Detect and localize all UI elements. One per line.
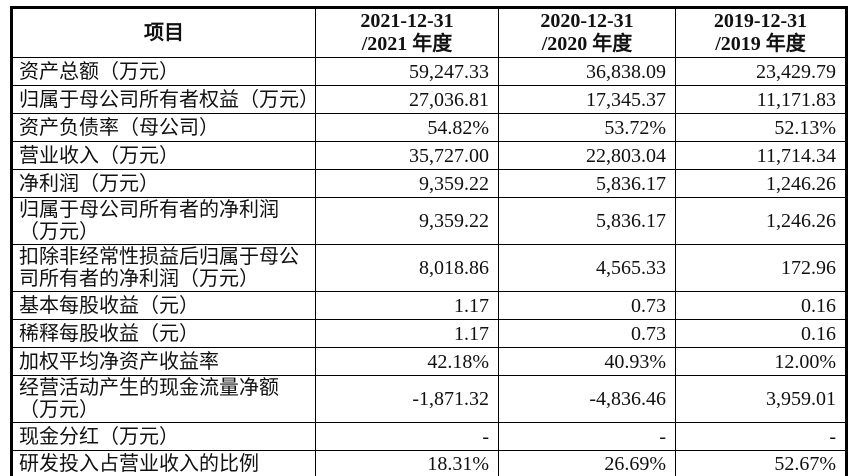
column-header-period-2020: 2020-12-31 /2020 年度 [498,7,676,58]
cell-value: 1,246.26 [675,197,847,245]
table-row-basic-eps: 基本每股收益（元） 1.17 0.73 0.16 [11,291,847,320]
row-label: 资产总额（万元） [11,57,316,86]
financial-summary-table: 项目 2021-12-31 /2021 年度 2020-12-31 /2020 … [10,6,848,476]
row-label: 稀释每股收益（元） [11,319,316,348]
table-row-debt-ratio: 资产负债率（母公司） 54.82% 53.72% 52.13% [11,113,847,142]
row-label: 扣除非经常性损益后归属于母公司所有者的净利润（万元） [11,244,316,292]
cell-value: 5,836.17 [498,169,676,198]
row-label: 资产负债率（母公司） [11,113,316,142]
cell-value: 5,836.17 [498,197,676,245]
cell-value: 4,565.33 [498,244,676,292]
row-label: 研发投入占营业收入的比例 [11,450,316,476]
cell-value: 54.82% [315,113,499,142]
cell-value: 23,429.79 [675,57,847,86]
period-2020-year: /2020 年度 [541,33,633,55]
cell-value: 18.31% [315,450,499,476]
table-row-diluted-eps: 稀释每股收益（元） 1.17 0.73 0.16 [11,319,847,348]
cell-value: 26.69% [498,450,676,476]
table-row-total-assets: 资产总额（万元） 59,247.33 36,838.09 23,429.79 [11,57,847,86]
cell-value: 0.16 [675,291,847,320]
cell-value: 11,714.34 [675,141,847,170]
column-header-period-2021: 2021-12-31 /2021 年度 [315,7,499,58]
period-2020-date: 2020-12-31 [540,10,634,32]
period-2021-date: 2021-12-31 [360,10,454,32]
table-row-weighted-roe: 加权平均净资产收益率 42.18% 40.93% 12.00% [11,347,847,376]
cell-value: 17,345.37 [498,85,676,114]
cell-value: 0.73 [498,319,676,348]
cell-value: 40.93% [498,347,676,376]
row-label: 归属于母公司所有者权益（万元） [11,85,316,114]
row-label: 现金分红（万元） [11,422,316,451]
table-row-operating-cash-flow: 经营活动产生的现金流量净额（万元） -1,871.32 -4,836.46 3,… [11,375,847,423]
cell-value: 52.67% [675,450,847,476]
table-row-net-profit: 净利润（万元） 9,359.22 5,836.17 1,246.26 [11,169,847,198]
row-label: 基本每股收益（元） [11,291,316,320]
row-label: 加权平均净资产收益率 [11,347,316,376]
cell-value: 53.72% [498,113,676,142]
cell-value: 12.00% [675,347,847,376]
cell-value: 52.13% [675,113,847,142]
cell-value: 11,171.83 [675,85,847,114]
table-row-parent-net-profit: 归属于母公司所有者的净利润（万元） 9,359.22 5,836.17 1,24… [11,197,847,245]
row-label: 经营活动产生的现金流量净额（万元） [11,375,316,423]
table-row-rd-revenue-ratio: 研发投入占营业收入的比例 18.31% 26.69% 52.67% [11,450,847,476]
cell-value: 22,803.04 [498,141,676,170]
header-row: 项目 2021-12-31 /2021 年度 2020-12-31 /2020 … [11,7,847,58]
column-header-item: 项目 [11,7,316,58]
cell-value: 42.18% [315,347,499,376]
cell-value: 36,838.09 [498,57,676,86]
cell-value: 0.16 [675,319,847,348]
cell-value: 59,247.33 [315,57,499,86]
cell-value: 9,359.22 [315,197,499,245]
cell-value: 172.96 [675,244,847,292]
cell-value: - [498,422,676,451]
row-label: 净利润（万元） [11,169,316,198]
cell-value: 3,959.01 [675,375,847,423]
table-row-cash-dividend: 现金分红（万元） - - - [11,422,847,451]
cell-value: 35,727.00 [315,141,499,170]
column-header-period-2019: 2019-12-31 /2019 年度 [675,7,847,58]
row-label: 营业收入（万元） [11,141,316,170]
cell-value: 1.17 [315,291,499,320]
cell-value: 9,359.22 [315,169,499,198]
cell-value: 0.73 [498,291,676,320]
period-2019-year: /2019 年度 [715,33,806,55]
cell-value: 1,246.26 [675,169,847,198]
cell-value: 8,018.86 [315,244,499,292]
cell-value: -1,871.32 [315,375,499,423]
cell-value: -4,836.46 [498,375,676,423]
cell-value: 1.17 [315,319,499,348]
cell-value: - [675,422,847,451]
period-2021-year: /2021 年度 [361,33,453,55]
row-label: 归属于母公司所有者的净利润（万元） [11,197,316,245]
table-row-parent-equity: 归属于母公司所有者权益（万元） 27,036.81 17,345.37 11,1… [11,85,847,114]
cell-value: 27,036.81 [315,85,499,114]
table-row-revenue: 营业收入（万元） 35,727.00 22,803.04 11,714.34 [11,141,847,170]
table-row-deducted-net-profit: 扣除非经常性损益后归属于母公司所有者的净利润（万元） 8,018.86 4,56… [11,244,847,292]
cell-value: - [315,422,499,451]
period-2019-date: 2019-12-31 [713,10,808,32]
